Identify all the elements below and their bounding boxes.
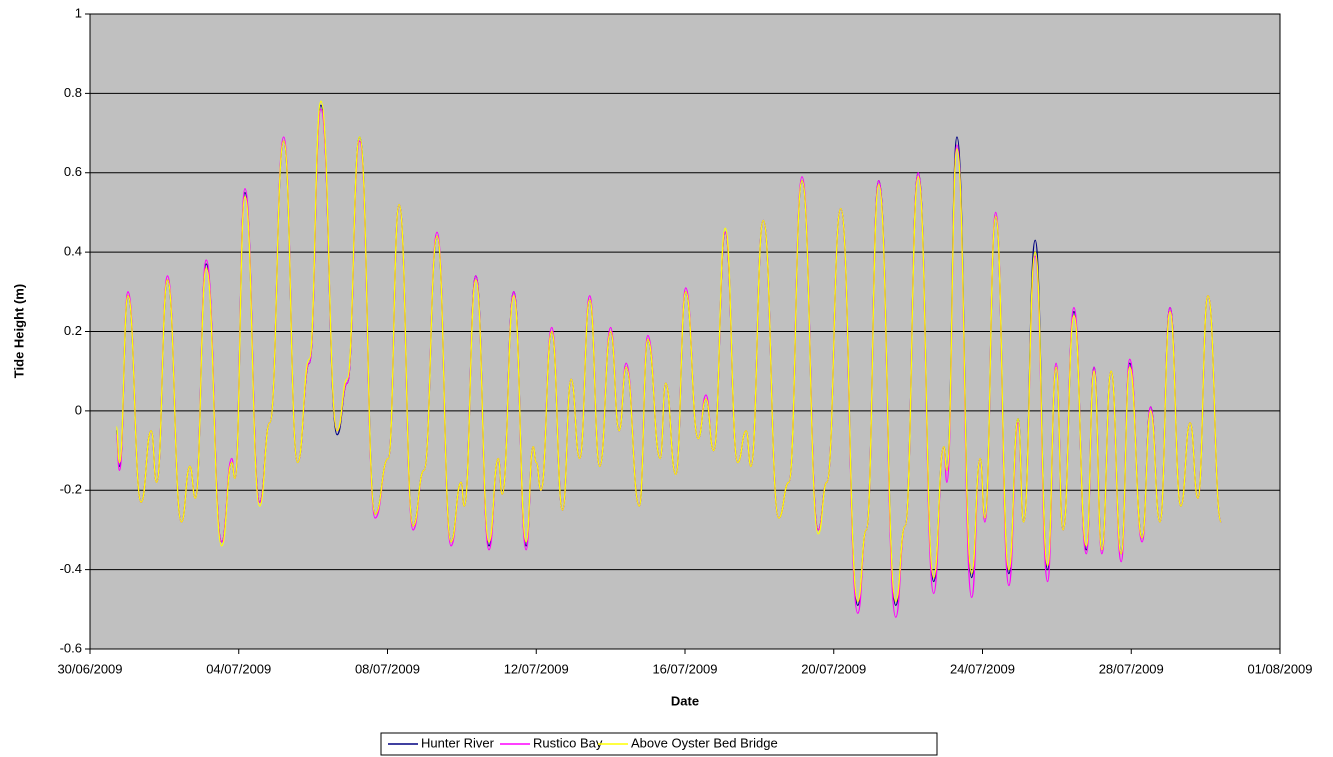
legend-box bbox=[380, 732, 938, 756]
legend: Hunter River Rustico Bay Above Oyster Bed … bbox=[388, 735, 778, 750]
x-tick-label: 04/07/2009 bbox=[206, 661, 271, 676]
y-tick-label: 0 bbox=[75, 402, 82, 417]
x-tick-label: 12/07/2009 bbox=[504, 661, 569, 676]
x-axis-title: Date bbox=[671, 693, 699, 708]
legend-label: Hunter River bbox=[421, 735, 495, 750]
series-line bbox=[115, 100, 1222, 603]
x-tick-label: 30/06/2009 bbox=[57, 661, 122, 676]
y-tick-label: 0.2 bbox=[64, 323, 82, 338]
x-tick-label: 24/07/2009 bbox=[950, 661, 1015, 676]
y-axis-title: Tide Height (m) bbox=[11, 284, 26, 378]
y-tick-label: 0.8 bbox=[64, 85, 82, 100]
x-tick-label: 20/07/2009 bbox=[801, 661, 866, 676]
x-tick-label: 08/07/2009 bbox=[355, 661, 420, 676]
y-tick-label: -0.6 bbox=[60, 640, 82, 655]
y-tick-label: 0.6 bbox=[64, 164, 82, 179]
legend-label: Rustico Bay bbox=[533, 735, 603, 750]
y-tick-label: 0.4 bbox=[64, 244, 82, 259]
series-lines bbox=[115, 100, 1222, 618]
x-tick-label: 28/07/2009 bbox=[1099, 661, 1164, 676]
y-tick-label: -0.4 bbox=[60, 561, 82, 576]
y-tick-label: -0.2 bbox=[60, 482, 82, 497]
y-tick-label: 1 bbox=[75, 5, 82, 20]
x-tick-label: 16/07/2009 bbox=[652, 661, 717, 676]
axes: -0.6 -0.4 -0.2 0 0.2 0.4 0.6 0.8 1 30/06/2009 04/0… bbox=[57, 5, 1312, 676]
legend-label: Above Oyster Bed Bridge bbox=[631, 735, 778, 750]
x-tick-label: 01/08/2009 bbox=[1247, 661, 1312, 676]
